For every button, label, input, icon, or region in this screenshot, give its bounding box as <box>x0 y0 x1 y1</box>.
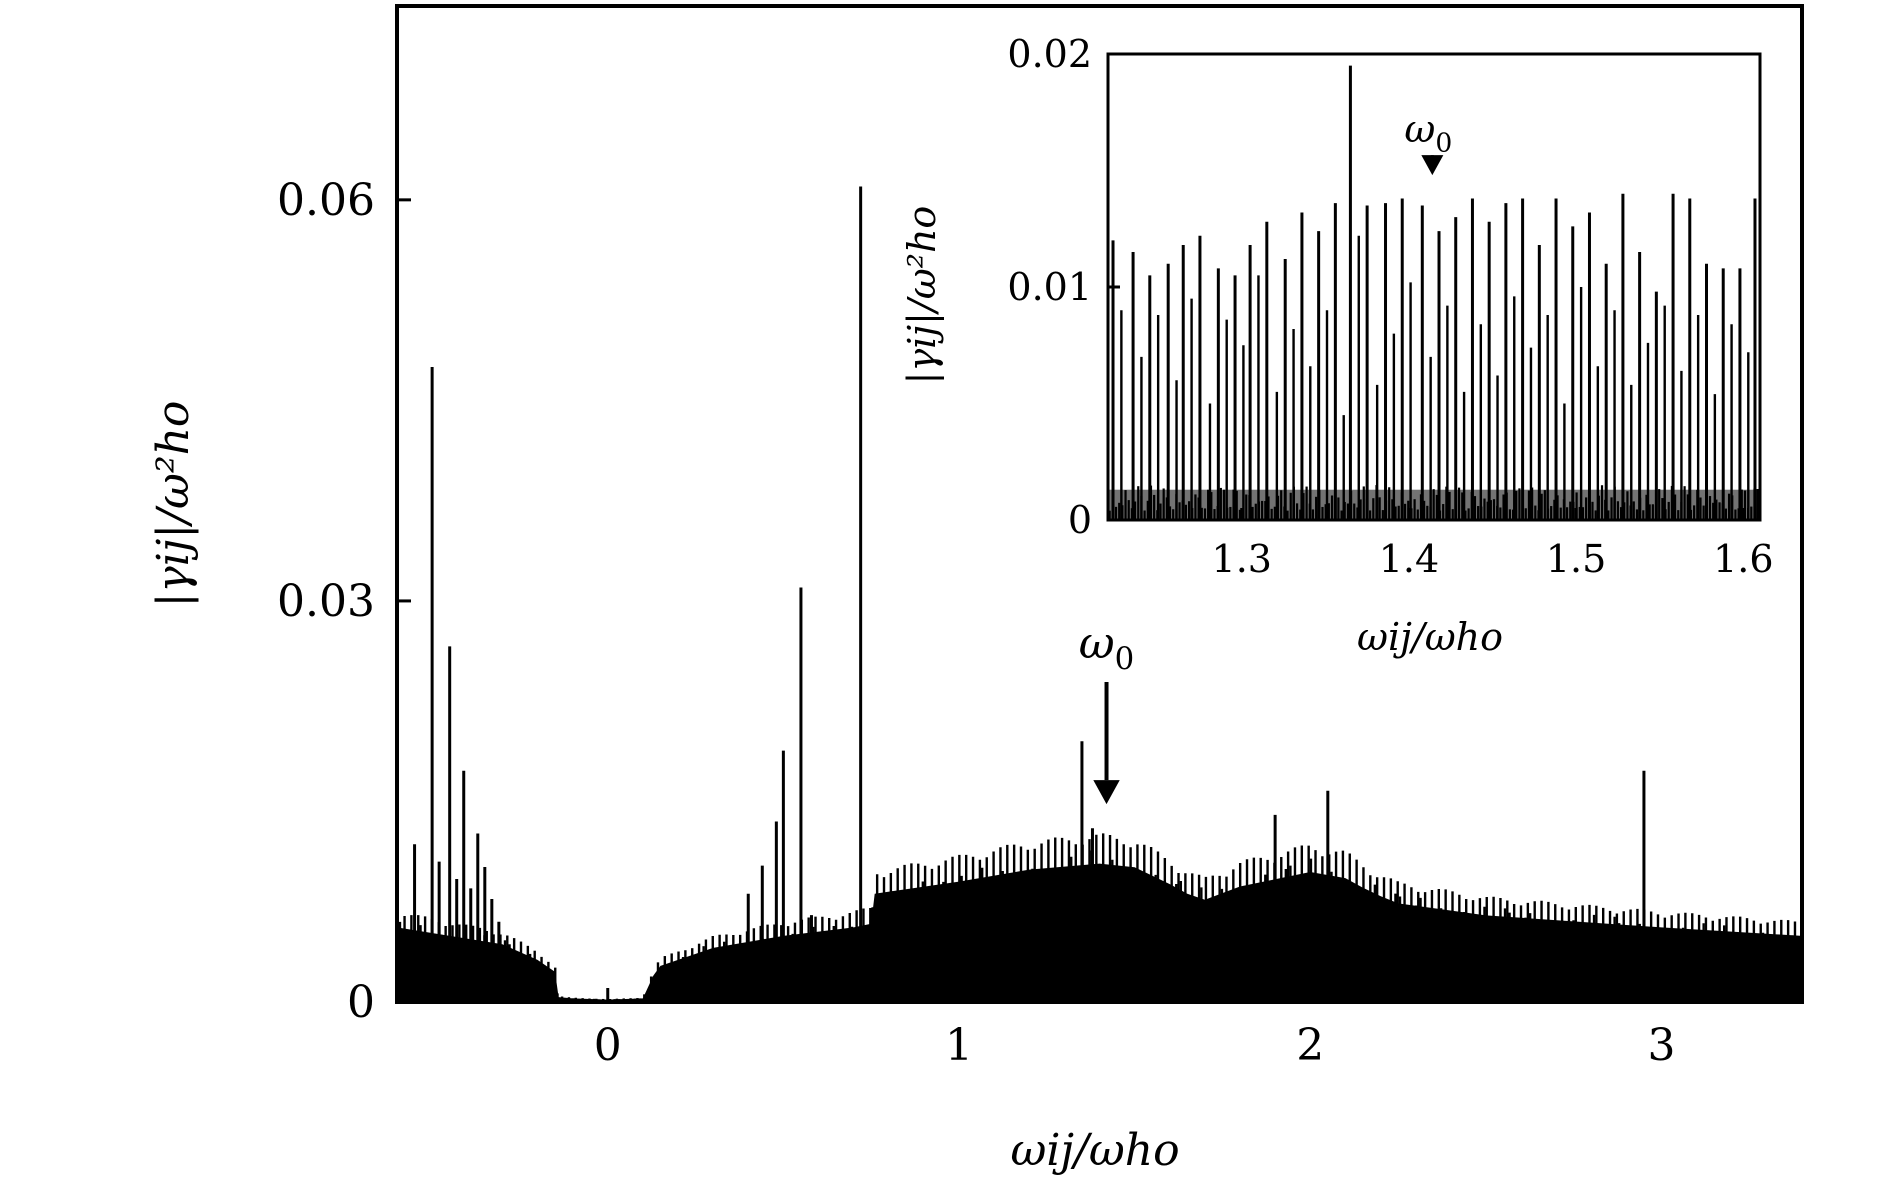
main-y-axis-label: |γij|/ω²ho <box>148 401 199 608</box>
main-y-tick-label: 0.03 <box>277 576 375 627</box>
inset-tall-lines <box>1111 65 1757 520</box>
inset-marks <box>1108 65 1760 520</box>
main-y-ticks: 0 0.03 0.06 <box>277 175 411 1028</box>
inset-y-tick-label: 0.02 <box>1007 32 1092 76</box>
main-y-tick-label: 0 <box>347 977 375 1028</box>
inset-x-tick-label: 1.4 <box>1379 537 1439 581</box>
main-omega0-arrow-head <box>1093 780 1120 805</box>
main-envelope-fill <box>397 863 1802 1002</box>
main-x-tick-label: 0 <box>594 1020 622 1071</box>
inset-x-ticks: 1.3 1.4 1.5 1.6 <box>1212 508 1774 581</box>
main-x-tick-label: 3 <box>1648 1020 1676 1071</box>
main-marks <box>396 186 1804 1002</box>
inset-x-tick-label: 1.6 <box>1713 537 1773 581</box>
inset-y-tick-label: 0.01 <box>1007 265 1092 309</box>
inset-mid-lines <box>1120 235 1750 520</box>
inset-background <box>1108 54 1760 520</box>
inset-small-lines <box>1108 485 1760 520</box>
main-y-tick-label: 0.06 <box>277 175 375 226</box>
inset-y-axis-label: |γij|/ω²ho <box>900 206 944 385</box>
inset-y-ticks: 0 0.01 0.02 <box>1007 32 1120 542</box>
inset-x-tick-label: 1.3 <box>1212 537 1272 581</box>
main-x-axis-label: ωij/ωho <box>1010 1125 1179 1176</box>
main-x-tick-label: 1 <box>945 1020 973 1071</box>
main-plot-frame <box>395 4 1804 1004</box>
main-x-ticks: 0 1 2 3 <box>594 988 1676 1071</box>
inset-plot: 0 0.01 0.02 1.3 1.4 1.5 1.6 ωij/ωho |γij|/ω²h… <box>900 32 1774 659</box>
main-dense-lines <box>396 833 1804 1002</box>
main-omega0-annotation: ω0 <box>1079 618 1135 805</box>
main-x-tick-label: 2 <box>1296 1020 1324 1071</box>
inset-x-axis-label: ωij/ωho <box>1357 615 1503 659</box>
inset-omega0-annotation: ω0 <box>1404 107 1452 176</box>
main-plot: 0 0.03 0.06 0 1 2 3 ωij/ωho |γij|/ω²ho ω0 <box>148 4 1804 1176</box>
inset-y-tick-label: 0 <box>1068 498 1092 542</box>
inset-noise-band <box>1108 489 1760 520</box>
main-omega0-label: ω0 <box>1079 618 1135 677</box>
inset-omega0-arrow-head <box>1421 155 1444 176</box>
main-prominent-lines <box>413 186 1646 1002</box>
inset-x-tick-label: 1.5 <box>1546 537 1606 581</box>
inset-omega0-label: ω0 <box>1404 107 1452 159</box>
